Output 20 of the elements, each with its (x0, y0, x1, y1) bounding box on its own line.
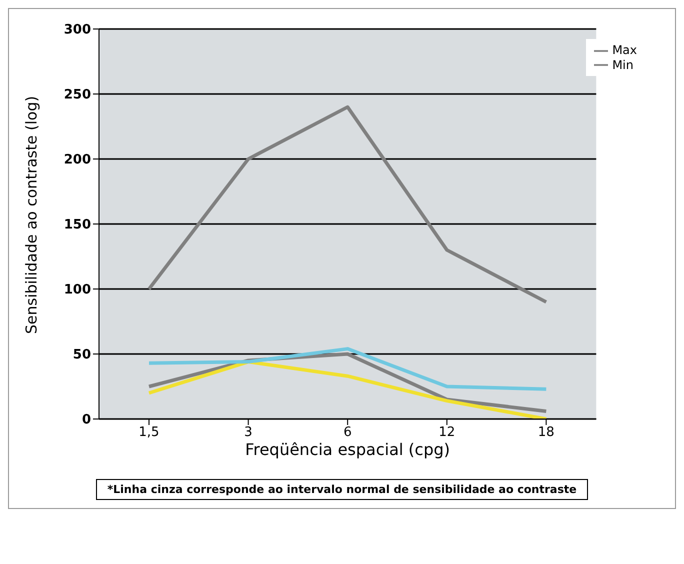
x-tick-label: 6 (343, 425, 352, 440)
x-tick-label: 12 (438, 425, 456, 440)
legend-label: Min (612, 58, 634, 72)
y-tick-label: 100 (64, 282, 91, 298)
line-series (147, 360, 548, 419)
y-tick-label: 200 (64, 152, 91, 168)
y-tick-label: 300 (64, 22, 91, 38)
y-axis-title: Sensibilidade ao contraste (log) (22, 96, 40, 334)
x-tick-label: 1,5 (138, 425, 160, 440)
y-tick-label: 150 (64, 218, 91, 233)
y-tick-label: 250 (64, 88, 91, 103)
x-tick-label: 18 (538, 425, 554, 440)
legend-label: Max (612, 43, 637, 57)
y-tick-label: 50 (72, 348, 91, 363)
x-axis-title: Freqüência espacial (cpg) (245, 440, 450, 459)
line-series (147, 105, 548, 304)
x-tick-label: 3 (244, 425, 252, 440)
text: *Linha cinza corresponde ao intervalo normal de sensibilidade ao contraste (96, 479, 588, 500)
y-tick-label: 0 (82, 412, 91, 428)
line-series (147, 347, 548, 391)
